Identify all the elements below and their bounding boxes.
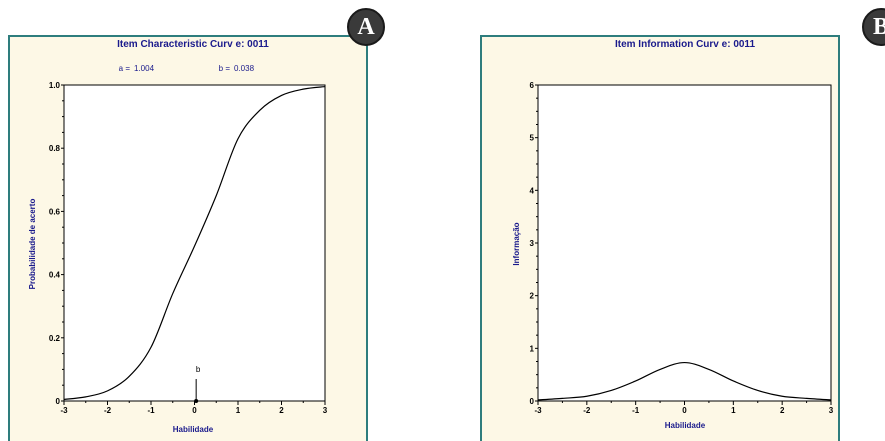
chart-a-marker-dot bbox=[194, 399, 199, 403]
chart-b-ytick-label: 6 bbox=[530, 81, 535, 90]
chart-b-xtick-label: 2 bbox=[780, 406, 785, 415]
param-b-value: 0.038 bbox=[234, 64, 255, 73]
chart-b-series-line bbox=[537, 361, 832, 401]
chart-a-xtick-label: -1 bbox=[147, 406, 155, 415]
chart-b-xtick-label: -2 bbox=[583, 406, 591, 415]
chart-a-xtick-label: 0 bbox=[192, 406, 197, 415]
chart-a-ytick-label: 0 bbox=[56, 397, 61, 406]
chart-b-ylabel: Informação bbox=[512, 222, 521, 265]
chart-a-title: Item Characteristic Curv e: 0011 bbox=[117, 39, 269, 50]
chart-b-ytick-label: 2 bbox=[530, 292, 535, 301]
chart-b-xtick-label: 0 bbox=[682, 406, 687, 415]
chart-a-ylabel: Probabilidade de acerto bbox=[28, 199, 37, 290]
chart-a-xtick-label: 2 bbox=[279, 406, 284, 415]
chart-b-ytick-label: 1 bbox=[530, 344, 535, 353]
chart-a-xtick-label: 1 bbox=[236, 406, 241, 415]
param-a-value: 1.004 bbox=[134, 64, 155, 73]
chart-a-xtick-label: -3 bbox=[60, 406, 68, 415]
param-a-label: a = bbox=[119, 64, 131, 73]
chart-b-xtick-label: 3 bbox=[829, 406, 834, 415]
chart-b-xtick-label: -3 bbox=[534, 406, 542, 415]
chart-b-ytick-label: 0 bbox=[530, 397, 535, 406]
chart-b-ytick-label: 3 bbox=[530, 239, 535, 248]
chart-b-plot: -3 -2 -1 0 1 2 3 0 1 2 3 4 5 6 bbox=[530, 81, 834, 415]
chart-a-marker-label: b bbox=[196, 365, 201, 374]
chart-a-series-line bbox=[63, 85, 326, 401]
chart-b-ytick-label: 4 bbox=[530, 186, 535, 195]
chart-a-ytick-label: 0.8 bbox=[49, 144, 61, 153]
chart-b-ytick-label: 5 bbox=[530, 134, 535, 143]
chart-a-xtick-label: 3 bbox=[323, 406, 328, 415]
chart-b-title: Item Information Curv e: 0011 bbox=[615, 39, 755, 50]
param-b-label: b = bbox=[219, 64, 231, 73]
chart-a-ytick-label: 0.4 bbox=[49, 271, 61, 280]
chart-a-xtick-label: -2 bbox=[104, 406, 112, 415]
chart-b-xtick-label: -1 bbox=[632, 406, 640, 415]
chart-a-ytick-label: 1.0 bbox=[49, 81, 61, 90]
chart-b-plot-area bbox=[537, 84, 832, 402]
chart-a-plot: -3 -2 -1 0 1 2 3 0 0.2 0.4 0.6 0.8 1.0 b bbox=[49, 81, 328, 415]
chart-b-xtick-label: 1 bbox=[731, 406, 736, 415]
chart-a-plot-area bbox=[63, 84, 326, 402]
badge-a: A bbox=[347, 8, 385, 46]
chart-a-ytick-label: 0.2 bbox=[49, 334, 61, 343]
chart-b-xlabel: Habilidade bbox=[665, 421, 706, 430]
chart-a-xlabel: Habilidade bbox=[173, 425, 214, 434]
chart-a-ytick-label: 0.6 bbox=[49, 207, 61, 216]
